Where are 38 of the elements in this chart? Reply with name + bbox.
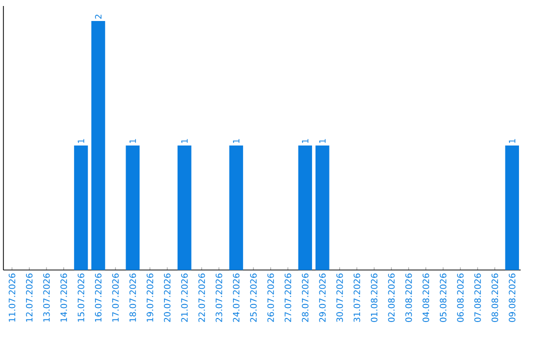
- x-tick-label: 03.08.2026: [405, 274, 412, 322]
- x-tick-label: 13.07.2026: [43, 274, 50, 322]
- x-tick-label: 07.08.2026: [474, 274, 481, 322]
- x-tick-label: 31.07.2026: [354, 274, 360, 322]
- x-tick-label: 23.07.2026: [216, 274, 222, 322]
- x-tick-label: 30.07.2026: [336, 274, 343, 322]
- x-tick-label: 12.07.2026: [26, 274, 33, 322]
- x-tick-label: 27.07.2026: [284, 274, 292, 322]
- data-label: 1: [130, 139, 136, 143]
- x-tick-label: 21.07.2026: [181, 274, 188, 322]
- data-label: 1: [78, 139, 84, 143]
- x-tick-label: 25.07.2026: [250, 274, 257, 322]
- x-tick-label: 22.07.2026: [198, 274, 205, 322]
- x-tick-label: 17.07.2026: [112, 274, 119, 322]
- data-label: 1: [302, 139, 308, 143]
- x-tick-label: 11.07.2026: [8, 274, 16, 322]
- x-tick-label: 19.07.2026: [146, 274, 154, 322]
- x-tick-label: 24.07.2026: [232, 274, 240, 322]
- x-tick-label: 06.08.2026: [457, 274, 464, 322]
- x-tick-label: 15.07.2026: [78, 274, 84, 322]
- x-tick-label: 28.07.2026: [302, 274, 308, 322]
- x-tick-label: 20.07.2026: [164, 274, 170, 322]
- x-tick-label: 05.08.2026: [440, 274, 446, 322]
- x-tick-label: 04.08.2026: [422, 274, 430, 322]
- x-tick-label: 18.07.2026: [129, 274, 136, 322]
- data-label: 2: [95, 14, 102, 19]
- x-tick-label: 09.08.2026: [508, 274, 516, 322]
- x-tick-label: 02.08.2026: [388, 274, 395, 322]
- data-label: 1: [319, 139, 326, 143]
- x-tick-label: 01.08.2026: [370, 274, 378, 322]
- data-label: 1: [181, 139, 188, 143]
- x-tick-label: 14.07.2026: [60, 274, 68, 322]
- x-tick-label: 26.07.2026: [267, 274, 274, 322]
- x-tick-label: 16.07.2026: [94, 274, 102, 322]
- data-label: 1: [508, 139, 516, 143]
- x-tick-label: 08.08.2026: [492, 274, 498, 322]
- x-tick-label: 29.07.2026: [319, 274, 326, 322]
- data-label: 1: [233, 139, 240, 143]
